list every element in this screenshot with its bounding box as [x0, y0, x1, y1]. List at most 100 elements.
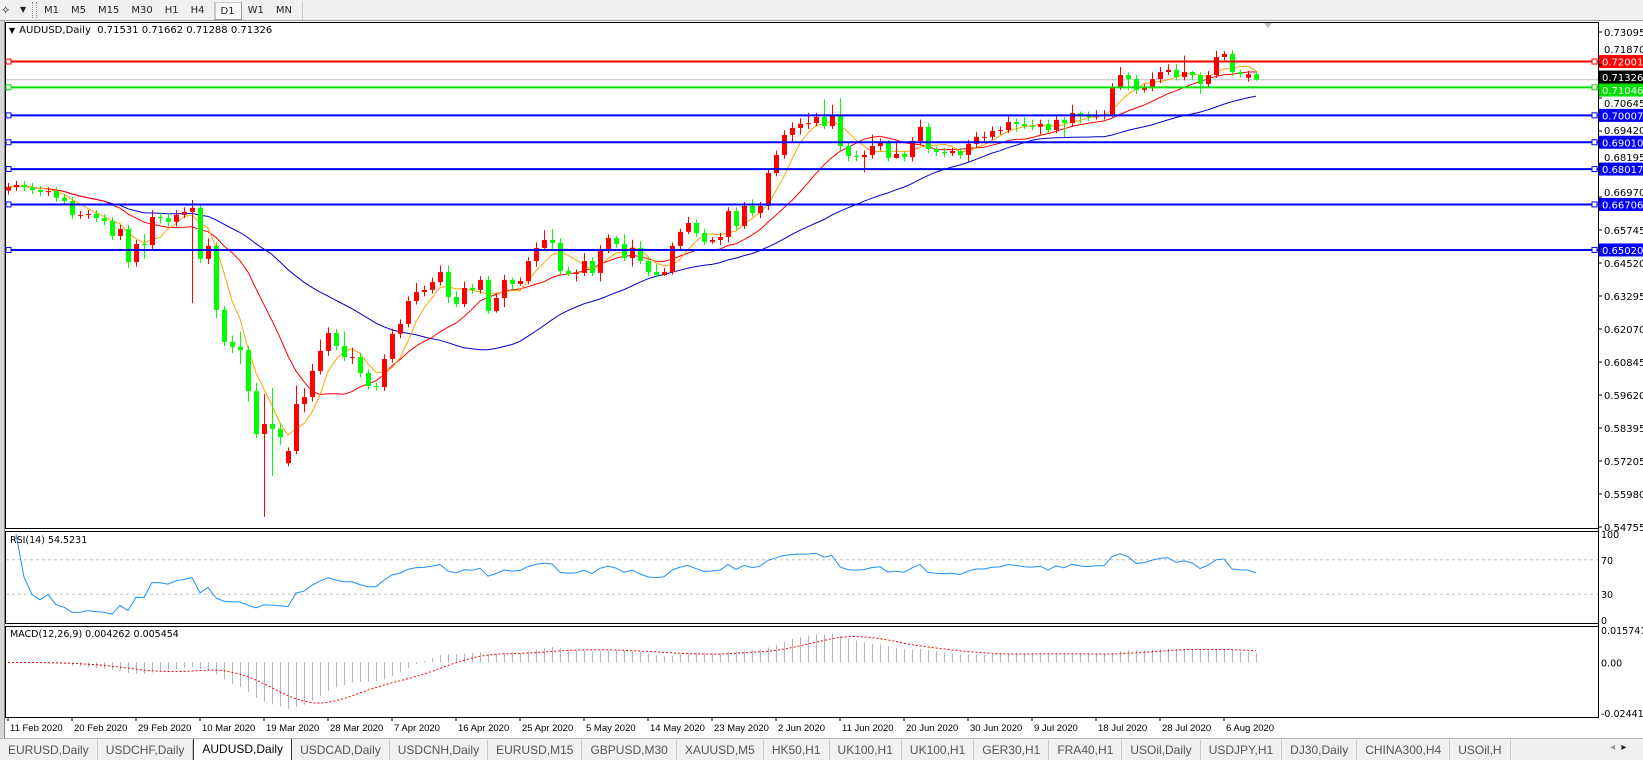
- level-handle-right[interactable]: [1591, 166, 1598, 173]
- timeframe-h1[interactable]: H1: [164, 5, 179, 16]
- level-handle-left[interactable]: [5, 166, 12, 173]
- tab-usdcad-daily[interactable]: USDCAD,Daily: [292, 740, 390, 760]
- tab-eurusd-m15[interactable]: EURUSD,M15: [488, 740, 583, 760]
- level-handle-left[interactable]: [5, 58, 12, 65]
- date-tick-label: 2 Jun 2020: [778, 723, 825, 734]
- chart-tabs: EURUSD,Daily USDCHF,Daily AUDUSD,Daily USDC…: [0, 739, 1605, 760]
- main-chart-pane[interactable]: [5, 22, 1599, 529]
- candle: [326, 327, 331, 356]
- candle: [366, 369, 371, 390]
- candle: [334, 329, 339, 351]
- candle-body: [102, 218, 107, 222]
- level-handle-right[interactable]: [1591, 84, 1598, 91]
- date-tick-label: 18 Jul 2020: [1098, 723, 1147, 734]
- tab-dj30-daily[interactable]: DJ30,Daily: [1282, 740, 1358, 760]
- tab-hk50-h1[interactable]: HK50,H1: [764, 740, 830, 760]
- price-tick-label: 0.73095: [1604, 28, 1643, 39]
- candle: [1198, 72, 1203, 94]
- candle-body: [1230, 54, 1235, 73]
- level-handle-left[interactable]: [5, 139, 12, 146]
- level-price-label-box: [1599, 83, 1643, 97]
- collapse-triangle-icon[interactable]: ▼: [9, 26, 16, 35]
- chart-shift-marker[interactable]: [1264, 23, 1272, 28]
- timeframe-d1[interactable]: D1: [213, 1, 242, 20]
- candle: [1166, 64, 1171, 76]
- candle-body: [414, 292, 419, 301]
- candle: [902, 151, 907, 162]
- candle-body: [622, 244, 627, 259]
- tab-usoil-h[interactable]: USOil,H: [1450, 740, 1511, 760]
- level-handle-left[interactable]: [5, 84, 12, 91]
- timeframe-m5[interactable]: M5: [71, 5, 86, 16]
- candle: [126, 224, 131, 269]
- candle: [670, 242, 675, 275]
- candle: [22, 180, 27, 192]
- tab-fra40-h1[interactable]: FRA40,H1: [1049, 740, 1123, 760]
- scroll-right-icon[interactable]: ▸: [1621, 742, 1627, 753]
- timeframe-w1[interactable]: W1: [247, 5, 264, 16]
- current-price-label-box: [1599, 70, 1643, 84]
- level-handle-left[interactable]: [5, 112, 12, 119]
- tab-uk100-h1[interactable]: UK100,H1: [830, 740, 902, 760]
- timeframe-m30[interactable]: M30: [131, 5, 153, 16]
- level-handle-right[interactable]: [1591, 201, 1598, 208]
- candle-body: [1118, 75, 1123, 87]
- candle-body: [478, 279, 483, 290]
- tab-ger30-h1[interactable]: GER30,H1: [974, 740, 1050, 760]
- candle: [782, 130, 787, 159]
- timeframe-h4[interactable]: H4: [190, 5, 205, 16]
- tab-usdjpy-h1[interactable]: USDJPY,H1: [1201, 740, 1283, 760]
- candle: [830, 104, 835, 130]
- tab-eurusd-daily[interactable]: EURUSD,Daily: [0, 740, 98, 760]
- date-tick-label: 7 Apr 2020: [394, 723, 440, 734]
- level-handle-right[interactable]: [1591, 112, 1598, 119]
- chevron-down-icon[interactable]: ▼: [20, 5, 27, 14]
- tab-usoil-daily[interactable]: USOil,Daily: [1122, 740, 1201, 760]
- tab-usdcnh-daily[interactable]: USDCNH,Daily: [390, 740, 489, 760]
- macd-pane[interactable]: [5, 626, 1599, 718]
- tab-usdchf-daily[interactable]: USDCHF,Daily: [98, 740, 194, 760]
- candle: [710, 236, 715, 244]
- candle-body: [1198, 75, 1203, 84]
- candle: [1014, 118, 1019, 132]
- candle: [318, 339, 323, 375]
- level-handle-right[interactable]: [1591, 139, 1598, 146]
- candle-body: [422, 289, 427, 293]
- tab-gbpusd-m30[interactable]: GBPUSD,M30: [582, 740, 677, 760]
- level-handle-left[interactable]: [5, 201, 12, 208]
- candle: [734, 207, 739, 231]
- rsi-pane[interactable]: [5, 531, 1599, 624]
- candle: [974, 131, 979, 148]
- candle-body: [190, 207, 195, 212]
- scroll-left-icon[interactable]: ◂: [1610, 742, 1616, 753]
- candle-body: [142, 244, 147, 246]
- tabs-bar: EURUSD,Daily USDCHF,Daily AUDUSD,Daily USDC…: [0, 738, 1643, 760]
- line-studies-icon[interactable]: ⟡: [2, 3, 10, 16]
- candle: [550, 228, 555, 251]
- toolbar-grip[interactable]: [32, 2, 37, 18]
- tab-china300-h4[interactable]: CHINA300,H4: [1357, 740, 1451, 760]
- candle-body: [582, 261, 587, 273]
- candle: [542, 230, 547, 251]
- candle-body: [438, 272, 443, 283]
- candle-body: [454, 296, 459, 304]
- timeframe-m1[interactable]: M1: [44, 5, 59, 16]
- tab-uk100-h1[interactable]: UK100,H1: [902, 740, 975, 760]
- candle: [990, 126, 995, 140]
- candle: [630, 239, 635, 267]
- candle: [1254, 70, 1259, 81]
- candle-body: [350, 357, 355, 359]
- candle: [1022, 116, 1027, 130]
- level-handle-left[interactable]: [5, 246, 12, 253]
- level-handle-right[interactable]: [1591, 58, 1598, 65]
- timeframe-mn[interactable]: MN: [275, 5, 292, 16]
- timeframe-m15[interactable]: M15: [98, 5, 120, 16]
- candle: [62, 193, 67, 206]
- tab-audusd-daily[interactable]: AUDUSD,Daily: [193, 739, 293, 760]
- level-handle-right[interactable]: [1591, 246, 1598, 253]
- candle: [854, 150, 859, 162]
- candle-body: [966, 143, 971, 155]
- candle: [470, 284, 475, 294]
- tab-xauusd-m5[interactable]: XAUUSD,M5: [677, 740, 764, 760]
